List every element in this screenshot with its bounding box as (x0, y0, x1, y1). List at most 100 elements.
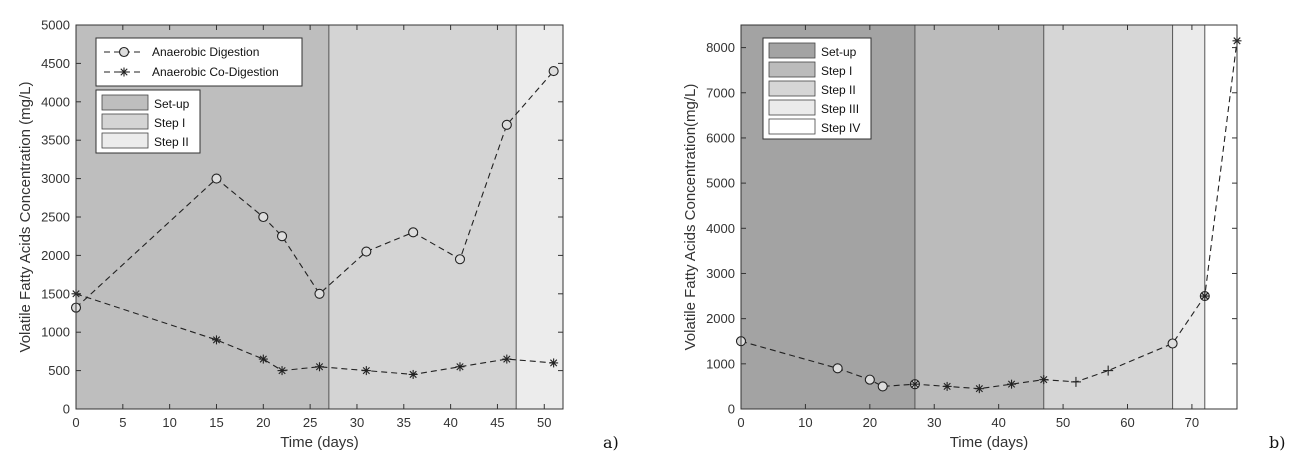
b-phase-legend-swatch-2 (768, 80, 816, 97)
a-ytick-label-10: 5000 (41, 18, 70, 33)
a-series-legend-label-1: Anaerobic Co-Digestion (152, 65, 279, 79)
b-phase-legend-swatch-1 (768, 61, 816, 78)
a-phase-band-2 (516, 25, 563, 409)
a-xtick-label-1: 5 (119, 415, 126, 430)
b-phase-band-3 (1172, 25, 1205, 409)
chart-a-yticks: 0 500 1000 1500 2000 2500 3000 3500 4000 4500 5000 (41, 18, 563, 417)
b-xtick-label-5: 50 (1056, 415, 1070, 430)
a-series-1-point-9 (549, 358, 559, 368)
b-series-0-line (740, 40, 1238, 390)
a-series-legend-marker-0 (118, 46, 130, 58)
a-series-0-point-7 (454, 254, 466, 265)
a-series-0-point-9 (548, 66, 559, 77)
a-series-1-point-9-a4 (550, 359, 558, 367)
a-xtick-label-8: 40 (443, 415, 457, 430)
b-xtick-label-3: 30 (927, 415, 941, 430)
a-series-1-line (75, 293, 554, 375)
b-series-0-point-7-a4 (1007, 380, 1016, 388)
a-xtick-label-2: 10 (162, 415, 176, 430)
b-phase-legend-swatch-4 (768, 118, 816, 135)
chart-b-ylabel: Volatile Fatty Acids Concentration(mg/L) (682, 84, 699, 351)
chart-b-phases (741, 25, 1237, 409)
b-xtick-label-0: 0 (737, 415, 744, 430)
a-ytick-label-9: 4500 (41, 56, 70, 71)
chart-b-yticks: 0 1000 2000 3000 4000 5000 6000 7000 8000 (706, 40, 1237, 417)
a-series-0-line (75, 70, 555, 309)
b-ytick-label-3: 3000 (706, 266, 735, 281)
a-phase-legend-swatch-2 (101, 132, 149, 149)
b-series-0-point-3-circle (877, 381, 888, 392)
a-series-0-point-5-circle (361, 246, 372, 257)
a-series-1-point-4-a4 (315, 363, 324, 371)
b-xtick-label-1: 10 (798, 415, 812, 430)
chart-a-phases (76, 25, 563, 409)
a-series-1-point-8-a4 (503, 355, 511, 363)
b-xtick-label-4: 40 (991, 415, 1005, 430)
b-series-0-point-3 (877, 381, 888, 392)
a-ytick-label-4: 2000 (41, 248, 70, 263)
b-xtick-label-6: 60 (1120, 415, 1134, 430)
b-series-0-point-12-a4 (1201, 292, 1209, 300)
chart-a-phase-legend: Set-up Step I Step II (95, 89, 201, 154)
a-series-legend-box (95, 37, 303, 87)
a-series-0-point-9-circle (548, 66, 559, 77)
a-xtick-label-0: 0 (72, 415, 79, 430)
b-series-0-point-5-a4 (943, 382, 951, 391)
a-series-1-point-6-a4 (409, 370, 417, 379)
a-series-0-point-1 (211, 173, 222, 184)
b-ytick-label-2: 2000 (706, 311, 735, 326)
chart-a-xticks: 0 5 10 15 20 25 30 35 40 45 50 (72, 25, 552, 430)
a-series-0-point-6-circle (408, 227, 419, 238)
a-ytick-label-5: 2500 (41, 210, 70, 225)
a-ytick-label-8: 4000 (41, 94, 70, 109)
a-ytick-label-3: 1500 (41, 286, 70, 301)
a-phase-band-0 (76, 25, 329, 409)
b-xtick-label-7: 70 (1185, 415, 1199, 430)
a-ytick-label-7: 3500 (41, 133, 70, 148)
a-series-1-point-8 (502, 354, 512, 364)
a-phase-legend-swatch-0 (101, 94, 149, 111)
chart-a-xlabel: Time (days) (280, 434, 359, 451)
b-ytick-label-8: 8000 (706, 40, 735, 55)
a-xtick-label-9: 45 (490, 415, 504, 430)
chart-b-xlabel: Time (days) (950, 434, 1029, 451)
a-series-0-point-7-circle (454, 254, 466, 265)
a-series-1-point-5-a4 (362, 366, 370, 375)
a-series-0-point-6 (408, 227, 419, 238)
a-xtick-label-7: 35 (397, 415, 411, 430)
a-series-0-point-2-circle (258, 211, 269, 223)
a-phase-legend-label-2: Step II (154, 135, 189, 149)
a-ytick-label-1: 500 (48, 363, 70, 378)
a-series-0-point-3-circle (276, 231, 288, 242)
b-series-0-point-8-a4 (1040, 376, 1048, 384)
a-xtick-label-5: 25 (303, 415, 317, 430)
b-phase-band-1 (914, 25, 1044, 409)
chart-a-series (70, 66, 559, 379)
chart-a-series-legend: Anaerobic Digestion Anaerobic Co-Digestio… (95, 37, 303, 87)
a-series-1-point-1-a4 (212, 336, 221, 344)
a-series-1-point-7-a4 (456, 363, 464, 371)
chart-b-panel-label: b) (1269, 433, 1285, 452)
a-phase-band-1 (328, 25, 517, 409)
a-series-0-point-8-circle (501, 119, 512, 130)
a-series-0-point-8 (501, 119, 512, 130)
a-series-1-point-2-a4 (259, 355, 267, 363)
a-series-1-point-7 (455, 362, 465, 372)
chart-a-ylabel: Volatile Fatty Acids Concentration (mg/L… (17, 82, 34, 353)
b-series-0-point-8 (1039, 375, 1049, 385)
a-series-1-point-4 (315, 362, 324, 372)
chart-b-frame (740, 24, 1238, 410)
b-series-0-point-1 (832, 363, 843, 374)
a-series-0-point-1-circle (211, 173, 222, 184)
b-phase-legend-label-4: Step IV (821, 121, 860, 135)
a-series-1-point-6 (408, 369, 418, 379)
a-phase-legend-label-1: Step I (154, 116, 185, 130)
b-ytick-label-6: 6000 (706, 130, 735, 145)
b-xtick-label-2: 20 (863, 415, 877, 430)
b-series-0-point-6-a4 (975, 385, 983, 393)
a-series-legend-marker-0-circle (118, 46, 130, 58)
chart-b-xticks: 0 10 20 30 40 50 60 70 (737, 25, 1199, 430)
b-series-0-point-4-a4 (911, 380, 919, 388)
a-series-0-point-3 (276, 231, 288, 242)
